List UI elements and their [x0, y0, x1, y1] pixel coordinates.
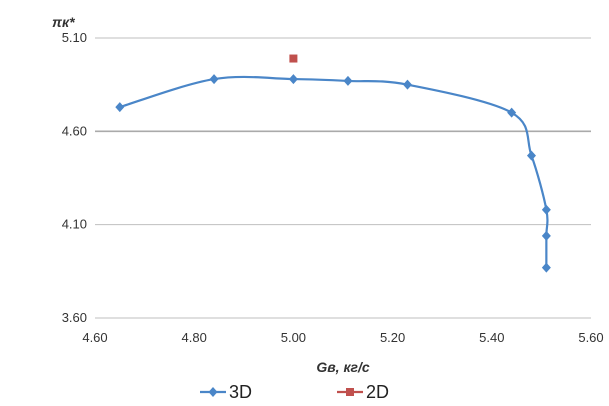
y-tick-label: 4.10 — [62, 217, 87, 232]
legend-marker-square — [346, 388, 354, 396]
x-tick-label: 5.20 — [380, 330, 405, 345]
legend-marker-diamond — [208, 387, 218, 397]
y-tick-label: 5.10 — [62, 30, 87, 45]
data-point-3d — [402, 79, 412, 90]
data-point-3d — [343, 75, 353, 86]
data-point-3d — [288, 74, 298, 85]
y-tick-label: 4.60 — [62, 123, 87, 138]
data-point-3d — [541, 204, 551, 215]
x-axis-label: Gв, кг/с — [316, 359, 370, 375]
data-point-3d — [209, 74, 219, 85]
data-point-3d — [541, 262, 551, 273]
series-group — [115, 54, 551, 273]
legend-item-3d: 3D — [200, 382, 252, 402]
legend-label: 2D — [366, 382, 389, 402]
series-2d — [289, 54, 298, 63]
x-tick-label: 5.00 — [281, 330, 306, 345]
legend-item-2d: 2D — [337, 382, 389, 402]
x-tick-label: 5.60 — [578, 330, 603, 345]
data-point-3d — [115, 102, 125, 113]
series-3d — [115, 74, 551, 273]
y-tick-label: 3.60 — [62, 310, 87, 325]
data-point-3d — [541, 230, 551, 241]
data-point-2d — [289, 54, 298, 63]
legend: 3D 2D — [200, 382, 389, 402]
data-point-3d — [526, 150, 536, 161]
y-axis-ticks: 3.60 4.10 4.60 5.10 — [62, 30, 87, 325]
series-line-3d — [119, 75, 549, 268]
x-axis-ticks: 4.60 4.80 5.00 5.20 5.40 5.60 — [82, 330, 603, 345]
y-axis-label: πк* — [52, 14, 75, 30]
x-tick-label: 4.80 — [182, 330, 207, 345]
legend-label: 3D — [229, 382, 252, 402]
data-point-3d — [507, 107, 517, 118]
grid-lines — [95, 37, 591, 226]
x-tick-label: 4.60 — [82, 330, 107, 345]
x-tick-label: 5.40 — [479, 330, 504, 345]
